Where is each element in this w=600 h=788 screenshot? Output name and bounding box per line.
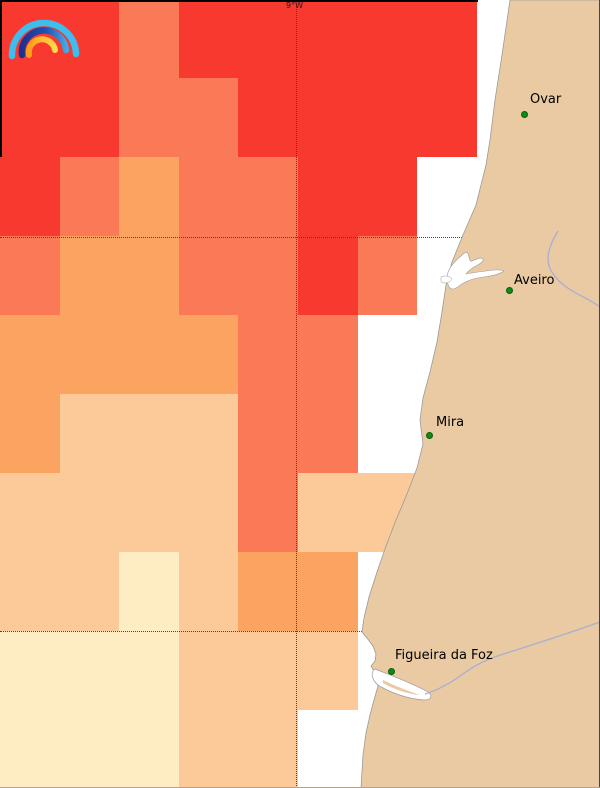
heat-cell-r5c2 [119,394,179,473]
aveiro-lagoon-islet [440,275,453,284]
heat-cell-r7c5 [298,552,358,631]
parallel-line-0 [0,237,600,238]
heat-cell-r9c3 [179,710,238,788]
estuary-sandbar [383,680,420,695]
parallel-line-1 [0,631,600,632]
heat-cell-r2c5 [298,157,358,236]
heat-cell-r3c1 [60,236,119,315]
heat-cell-r3c0 [0,236,60,315]
heat-cell-r0c3 [179,0,238,78]
heat-cell-r2c0 [0,157,60,236]
heat-cell-r3c2 [119,236,179,315]
heat-cell-r6c6 [358,473,417,552]
frame-edge-left [0,0,2,157]
heat-cell-r7c2 [119,552,179,631]
heat-cell-r4c3 [179,315,238,394]
mondego-estuary [371,668,432,701]
heat-cell-r2c2 [119,157,179,236]
heat-cell-r1c4 [238,78,298,157]
heat-cell-r8c2 [119,631,179,710]
heat-cell-r0c7 [417,0,477,78]
heat-cell-r2c6 [358,157,417,236]
city-dot-aveiro [505,286,513,294]
heat-cell-r7c4 [238,552,298,631]
heat-cell-r7c3 [179,552,238,631]
aveiro-lagoon [447,252,505,290]
heat-cell-r9c4 [238,710,298,788]
heat-cell-r2c1 [60,157,119,236]
heat-cell-r8c4 [238,631,298,710]
city-label-mira: Mira [436,415,465,430]
heat-cell-r1c7 [417,78,477,157]
heat-cell-r8c5 [298,631,358,710]
heat-cell-r1c1 [60,78,119,157]
heat-cell-r7c0 [0,552,60,631]
heat-cell-r8c1 [60,631,119,710]
heat-cell-r7c1 [60,552,119,631]
heat-cell-r4c0 [0,315,60,394]
heat-cell-r0c5 [298,0,358,78]
heat-cell-r3c4 [238,236,298,315]
heat-cell-r1c0 [0,78,60,157]
heat-cell-r4c1 [60,315,119,394]
river-vouga [547,230,600,308]
meridian-label: 9°W [286,1,303,10]
heat-cell-r2c3 [179,157,238,236]
city-label-aveiro: Aveiro [514,273,555,288]
heat-cell-r1c5 [298,78,358,157]
city-dot-ovar [520,110,528,118]
frame-edge-top [0,0,478,2]
heat-cell-r3c6 [358,236,417,315]
city-label-figueira-da-foz: Figueira da Foz [395,648,493,663]
heat-cell-r3c3 [179,236,238,315]
heat-cell-r9c0 [0,710,60,788]
heat-cell-r1c3 [179,78,238,157]
heat-cell-r5c1 [60,394,119,473]
heat-cell-r2c4 [238,157,298,236]
meridian-9w-line [296,0,297,788]
heat-cell-r4c2 [119,315,179,394]
city-label-ovar: Ovar [530,92,562,107]
heat-cell-r6c5 [298,473,358,552]
heat-cell-r5c5 [298,394,358,473]
heat-cell-r8c3 [179,631,238,710]
heat-cell-r6c3 [179,473,238,552]
heat-cell-r1c6 [358,78,417,157]
city-dot-mira [425,431,433,439]
logo-inner-arc [25,36,58,58]
heat-cell-r5c0 [0,394,60,473]
heat-cell-r6c1 [60,473,119,552]
logo-outer-arc [8,19,80,60]
heat-cell-r6c0 [0,473,60,552]
heat-cell-r9c2 [119,710,179,788]
heat-cell-r0c4 [238,0,298,78]
heat-cell-r6c4 [238,473,298,552]
city-dot-figueira-da-foz [387,667,395,675]
heat-cell-r4c4 [238,315,298,394]
heat-cell-r5c4 [238,394,298,473]
logo-middle-arc [18,27,70,59]
heat-cell-r4c5 [298,315,358,394]
heat-cell-r0c6 [358,0,417,78]
heat-cell-r3c5 [298,236,358,315]
heat-cell-r9c1 [60,710,119,788]
rainbow-logo [8,19,80,60]
heat-cell-r6c2 [119,473,179,552]
heat-cell-r5c3 [179,394,238,473]
heat-cell-r8c0 [0,631,60,710]
heat-cell-r1c2 [119,78,179,157]
heat-cell-r0c2 [119,0,179,78]
